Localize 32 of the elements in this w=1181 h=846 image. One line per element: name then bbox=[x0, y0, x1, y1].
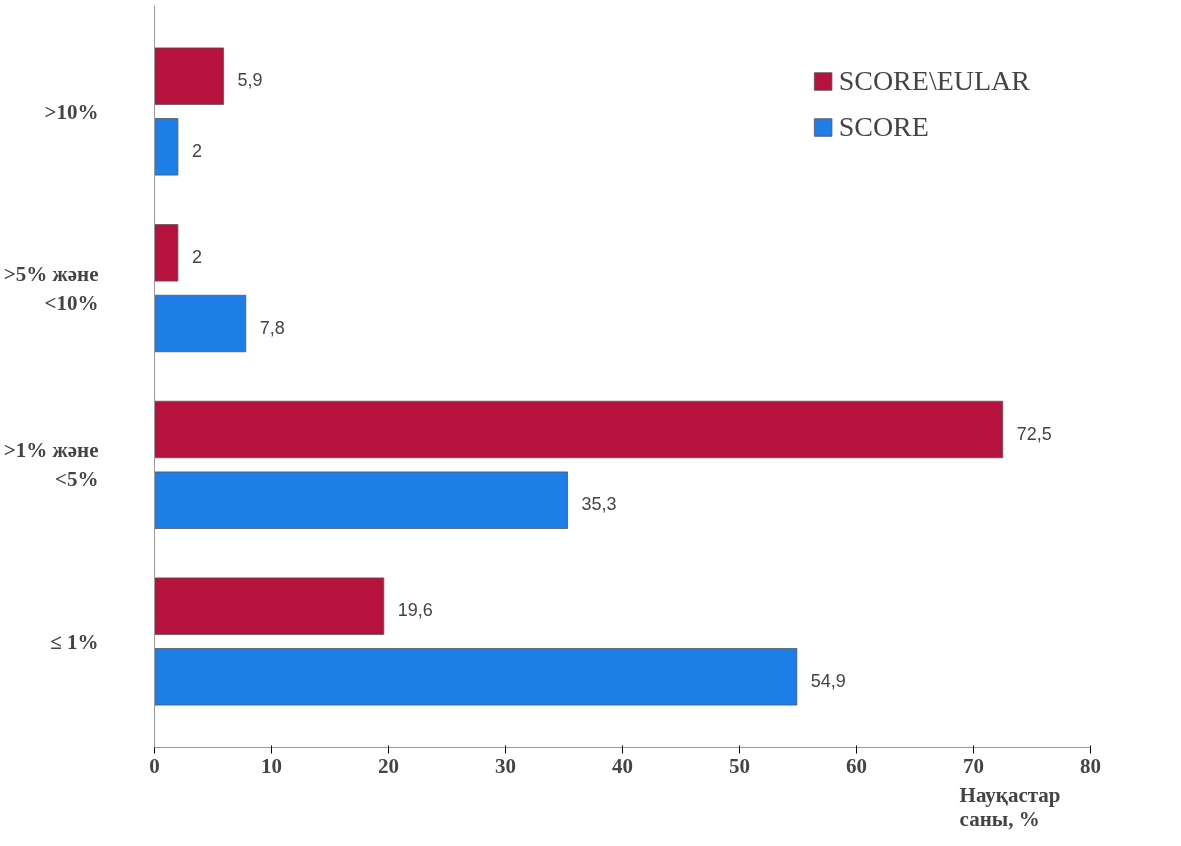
bar bbox=[154, 648, 798, 706]
x-tick-label: 80 bbox=[1080, 753, 1101, 778]
y-tick-label: ≤ 1% bbox=[50, 629, 99, 654]
x-tick-label: 70 bbox=[963, 753, 984, 778]
y-tick-label: >5% және <10% bbox=[3, 261, 99, 315]
bar bbox=[154, 224, 179, 282]
legend-label: SCORE bbox=[838, 111, 929, 143]
x-axis-title: Науқастар саны, % bbox=[959, 782, 1061, 831]
bar bbox=[154, 118, 179, 176]
x-tick-label: 20 bbox=[378, 753, 399, 778]
data-label: 54,9 bbox=[810, 670, 846, 691]
data-label: 2 bbox=[191, 246, 202, 267]
x-tick-label: 50 bbox=[729, 753, 750, 778]
x-tick-label: 40 bbox=[612, 753, 633, 778]
bar bbox=[154, 400, 1004, 459]
x-tick-label: 60 bbox=[846, 753, 867, 778]
y-tick-label: >1% және <5% bbox=[3, 438, 99, 492]
bar bbox=[154, 471, 568, 529]
bar bbox=[154, 577, 385, 635]
data-label: 19,6 bbox=[397, 600, 433, 621]
x-tick-label: 30 bbox=[495, 753, 516, 778]
data-label: 35,3 bbox=[581, 494, 617, 515]
legend-label: SCORE\EULAR bbox=[838, 65, 1030, 97]
bar bbox=[154, 294, 247, 353]
x-tick-label: 0 bbox=[149, 753, 160, 778]
bar bbox=[154, 47, 224, 105]
data-label: 7,8 bbox=[259, 317, 285, 338]
data-label: 5,9 bbox=[237, 70, 263, 91]
data-label: 72,5 bbox=[1016, 423, 1052, 444]
data-label: 2 bbox=[191, 140, 202, 161]
y-tick-label: >10% bbox=[44, 99, 99, 124]
x-tick-label: 10 bbox=[261, 753, 282, 778]
